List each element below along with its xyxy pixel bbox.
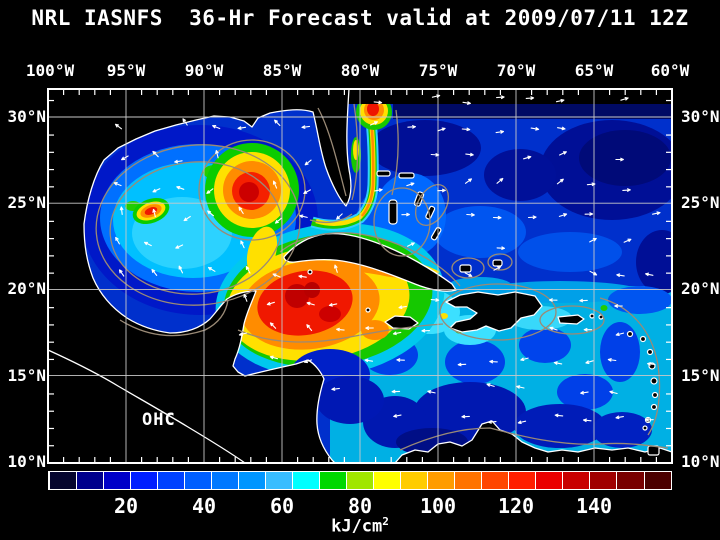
lon-label-85w: 85°W xyxy=(262,61,302,80)
lon-label-80w: 80°W xyxy=(340,61,380,80)
colorbar-cell-19 xyxy=(563,472,590,489)
colorbar-cell-6 xyxy=(211,472,238,489)
lat-label-left-30n: 30°N xyxy=(7,107,46,126)
colorbar-cell-18 xyxy=(536,472,563,489)
colorbar-cell-14 xyxy=(428,472,455,489)
colorbar-cell-8 xyxy=(265,472,292,489)
colorbar-cell-22 xyxy=(644,472,671,489)
colorbar-cell-15 xyxy=(455,472,482,489)
colorbar-cell-10 xyxy=(319,472,347,489)
loop-current-eddy xyxy=(205,143,299,237)
lon-label-75w: 75°W xyxy=(418,61,458,80)
colorbar-cell-20 xyxy=(590,472,617,489)
colorbar-tick-120: 120 xyxy=(497,494,535,518)
colorbar-cell-0 xyxy=(49,472,76,489)
lat-label-right-15n: 15°N xyxy=(681,366,720,385)
lat-label-left-15n: 15°N xyxy=(7,366,46,385)
current-vectors xyxy=(113,94,661,425)
lon-label-60w: 60°W xyxy=(650,61,690,80)
colorbar-tick-60: 60 xyxy=(269,494,295,518)
ohc-region-label: OHC xyxy=(142,410,176,430)
unit-exponent: 2 xyxy=(382,515,389,528)
grid-lines xyxy=(48,89,672,463)
lat-label-right-10n: 10°N xyxy=(681,452,720,471)
lat-label-left-20n: 20°N xyxy=(7,279,46,298)
lat-label-right-25n: 25°N xyxy=(681,193,720,212)
lon-label-100w: 100°W xyxy=(25,61,75,80)
land-north-central-america xyxy=(48,89,352,463)
west-gulf-eddy xyxy=(132,197,170,225)
colorbar-tick-140: 140 xyxy=(575,494,613,518)
lat-label-right-20n: 20°N xyxy=(681,279,720,298)
colorbar-cell-5 xyxy=(184,472,211,489)
land-puerto-rico xyxy=(557,314,585,325)
land-jamaica xyxy=(384,315,419,330)
colorbar-tick-20: 20 xyxy=(113,494,139,518)
colorbar-cell-1 xyxy=(76,472,103,489)
lon-label-65w: 65°W xyxy=(574,61,614,80)
colorbar-cell-17 xyxy=(509,472,536,489)
colorbar-cell-7 xyxy=(238,472,265,489)
lat-label-right-30n: 30°N xyxy=(681,107,720,126)
bathymetry-contours xyxy=(95,103,669,451)
colorbar-cell-3 xyxy=(130,472,157,489)
colorbar-tick-100: 100 xyxy=(419,494,457,518)
colorbar-tick-80: 80 xyxy=(347,494,373,518)
plot-title: NRL IASNFS 36-Hr Forecast valid at 2009/… xyxy=(31,6,689,30)
colorbar-unit-label: kJ/cm2 xyxy=(0,515,720,537)
small-islands xyxy=(307,170,660,456)
lon-label-90w: 90°W xyxy=(184,61,224,80)
colorbar-cell-13 xyxy=(401,472,428,489)
north-boundary-mask xyxy=(344,89,672,104)
land-hispaniola xyxy=(445,291,543,333)
lon-label-95w: 95°W xyxy=(106,61,146,80)
lon-label-70w: 70°W xyxy=(496,61,536,80)
colorbar-cell-12 xyxy=(374,472,401,489)
map-frame xyxy=(47,88,673,464)
colorbar-cell-9 xyxy=(292,472,319,489)
landmasses xyxy=(48,89,672,463)
axis-ticks xyxy=(49,90,671,462)
colorbar-cell-2 xyxy=(103,472,130,489)
colorbar-cell-4 xyxy=(157,472,184,489)
colorbar-cell-11 xyxy=(347,472,374,489)
north-boundary-band xyxy=(393,104,672,119)
colorbar-cell-21 xyxy=(617,472,644,489)
pacific-coastline xyxy=(48,349,246,463)
unit-text: kJ/cm xyxy=(331,516,383,537)
colorbar xyxy=(48,471,672,490)
lat-label-left-10n: 10°N xyxy=(7,452,46,471)
colorbar-cell-16 xyxy=(482,472,509,489)
lat-label-left-25n: 25°N xyxy=(7,193,46,212)
colorbar-tick-40: 40 xyxy=(191,494,217,518)
